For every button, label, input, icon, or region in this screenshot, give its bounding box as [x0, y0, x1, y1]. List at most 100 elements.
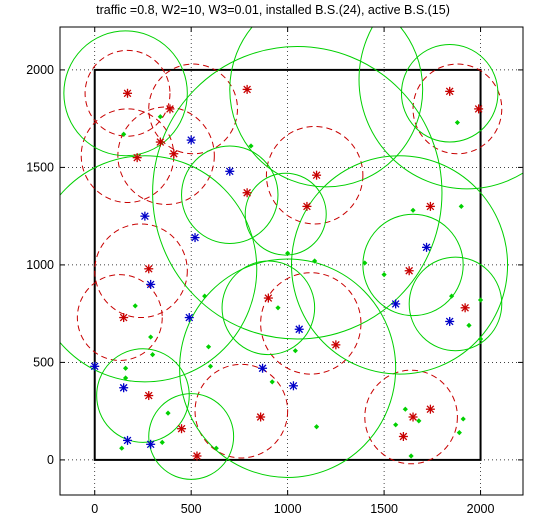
user-marker — [90, 361, 100, 371]
demand-point — [202, 293, 208, 299]
demand-point — [393, 422, 399, 428]
installed-bs-marker — [331, 340, 341, 350]
demand-point — [132, 303, 138, 309]
installed-bs-marker — [165, 104, 175, 114]
user-marker-stroke — [289, 381, 298, 390]
installed-bs-marker-stroke — [399, 432, 408, 441]
active-bs-circle — [60, 155, 258, 383]
chart-title: traffic =0.8, W2=10, W3=0.01, installed … — [96, 3, 450, 17]
installed-bs-marker — [425, 201, 435, 211]
installed-bs-marker — [425, 404, 435, 414]
active-bs-circle — [358, 27, 523, 190]
demand-point — [150, 352, 156, 358]
active-bs-circle — [400, 44, 499, 143]
demand-point — [205, 344, 212, 350]
installed-bs-marker-stroke — [166, 105, 174, 113]
demand-point — [119, 445, 125, 451]
installed-bs-circle — [265, 125, 364, 225]
installed-bs-marker — [460, 303, 470, 313]
x-tick-label: 2000 — [467, 502, 495, 516]
installed-bs-marker — [474, 104, 484, 114]
installed-bs-marker-stroke — [119, 313, 128, 322]
active-bs-circle — [181, 145, 279, 244]
installed-bs-marker — [398, 432, 408, 441]
user-marker — [190, 233, 200, 243]
installed-bs-circle — [76, 274, 163, 361]
installed-bs-marker — [144, 264, 154, 274]
installed-bs-marker-stroke — [177, 424, 186, 433]
user-marker-stroke — [225, 167, 234, 176]
installed-bs-marker-stroke — [405, 266, 414, 275]
demand-point — [477, 297, 484, 303]
ticks: 0 500 1000 1500 2000 0 500 1000 1500 2000 — [26, 27, 523, 516]
installed-bs-marker-stroke — [264, 294, 273, 302]
user-marker — [225, 166, 235, 176]
user-marker — [140, 211, 150, 221]
user-marker — [186, 135, 196, 145]
installed-bs-marker — [445, 86, 455, 96]
installed-bs-marker-stroke — [156, 138, 165, 146]
user-marker — [288, 381, 298, 391]
user-marker-stroke — [295, 325, 304, 334]
installed-bs-marker-stroke — [169, 149, 178, 158]
installed-bs-marker — [263, 293, 273, 303]
installed-bs-circle — [84, 49, 171, 137]
user-marker — [123, 435, 133, 445]
installed-bs-marker — [404, 266, 414, 276]
installed-bs-circle — [412, 63, 503, 155]
y-tick-label: 500 — [33, 355, 54, 369]
installed-bs-marker — [177, 424, 187, 434]
installed-bs-marker — [192, 451, 202, 461]
user-marker — [258, 363, 268, 373]
demand-point — [207, 363, 214, 369]
user-marker-stroke — [146, 280, 155, 289]
installed-bs-marker — [408, 412, 418, 422]
demand-point — [157, 114, 163, 120]
installed-bs-circle — [194, 363, 289, 459]
demand-point — [477, 336, 484, 342]
y-tick-label: 1000 — [26, 258, 54, 272]
installed-bs-circle — [148, 63, 238, 155]
demand-point — [122, 375, 129, 381]
user-marker-stroke — [391, 300, 400, 308]
demand-point — [362, 260, 368, 266]
installed-bs-marker-stroke — [332, 341, 340, 349]
demand-point — [454, 119, 461, 126]
installed-bs-marker — [123, 88, 133, 98]
x-tick-label: 0 — [91, 502, 98, 516]
user-marker — [119, 383, 129, 393]
demand-point — [381, 272, 387, 278]
installed-bs-marker-stroke — [312, 171, 321, 180]
installed-bs-marker-stroke — [445, 87, 454, 96]
installed-bs-marker — [256, 412, 266, 422]
x-tick-label: 1500 — [370, 502, 398, 516]
user-marker — [422, 242, 432, 252]
installed-bs-marker — [302, 201, 312, 211]
installed-bs-marker — [312, 170, 322, 180]
user-marker — [445, 316, 455, 326]
user-marker-stroke — [146, 440, 155, 449]
user-marker-stroke — [191, 233, 199, 242]
y-tick-label: 1500 — [26, 160, 54, 174]
installed-bs-circle — [260, 272, 362, 375]
installed-bs-marker-stroke — [409, 413, 417, 421]
user-marker-stroke — [422, 243, 431, 252]
x-tick-label: 1000 — [274, 502, 302, 516]
user-marker-stroke — [185, 313, 194, 322]
demand-point — [312, 258, 318, 264]
user-marker — [184, 313, 194, 323]
demand-point — [159, 439, 165, 445]
demand-point — [460, 416, 466, 422]
installed-bs-marker-stroke — [144, 391, 153, 400]
user-marker-stroke — [90, 362, 99, 371]
demand-point — [410, 207, 416, 213]
demand-point — [122, 365, 129, 371]
installed-bs-marker — [155, 137, 165, 147]
installed-bs-marker-stroke — [123, 89, 132, 98]
active-bs-circle — [408, 256, 503, 352]
installed-bs-circle — [364, 369, 458, 465]
demand-point — [292, 348, 298, 354]
x-tick-label: 500 — [181, 502, 202, 516]
demand-point — [456, 430, 462, 436]
